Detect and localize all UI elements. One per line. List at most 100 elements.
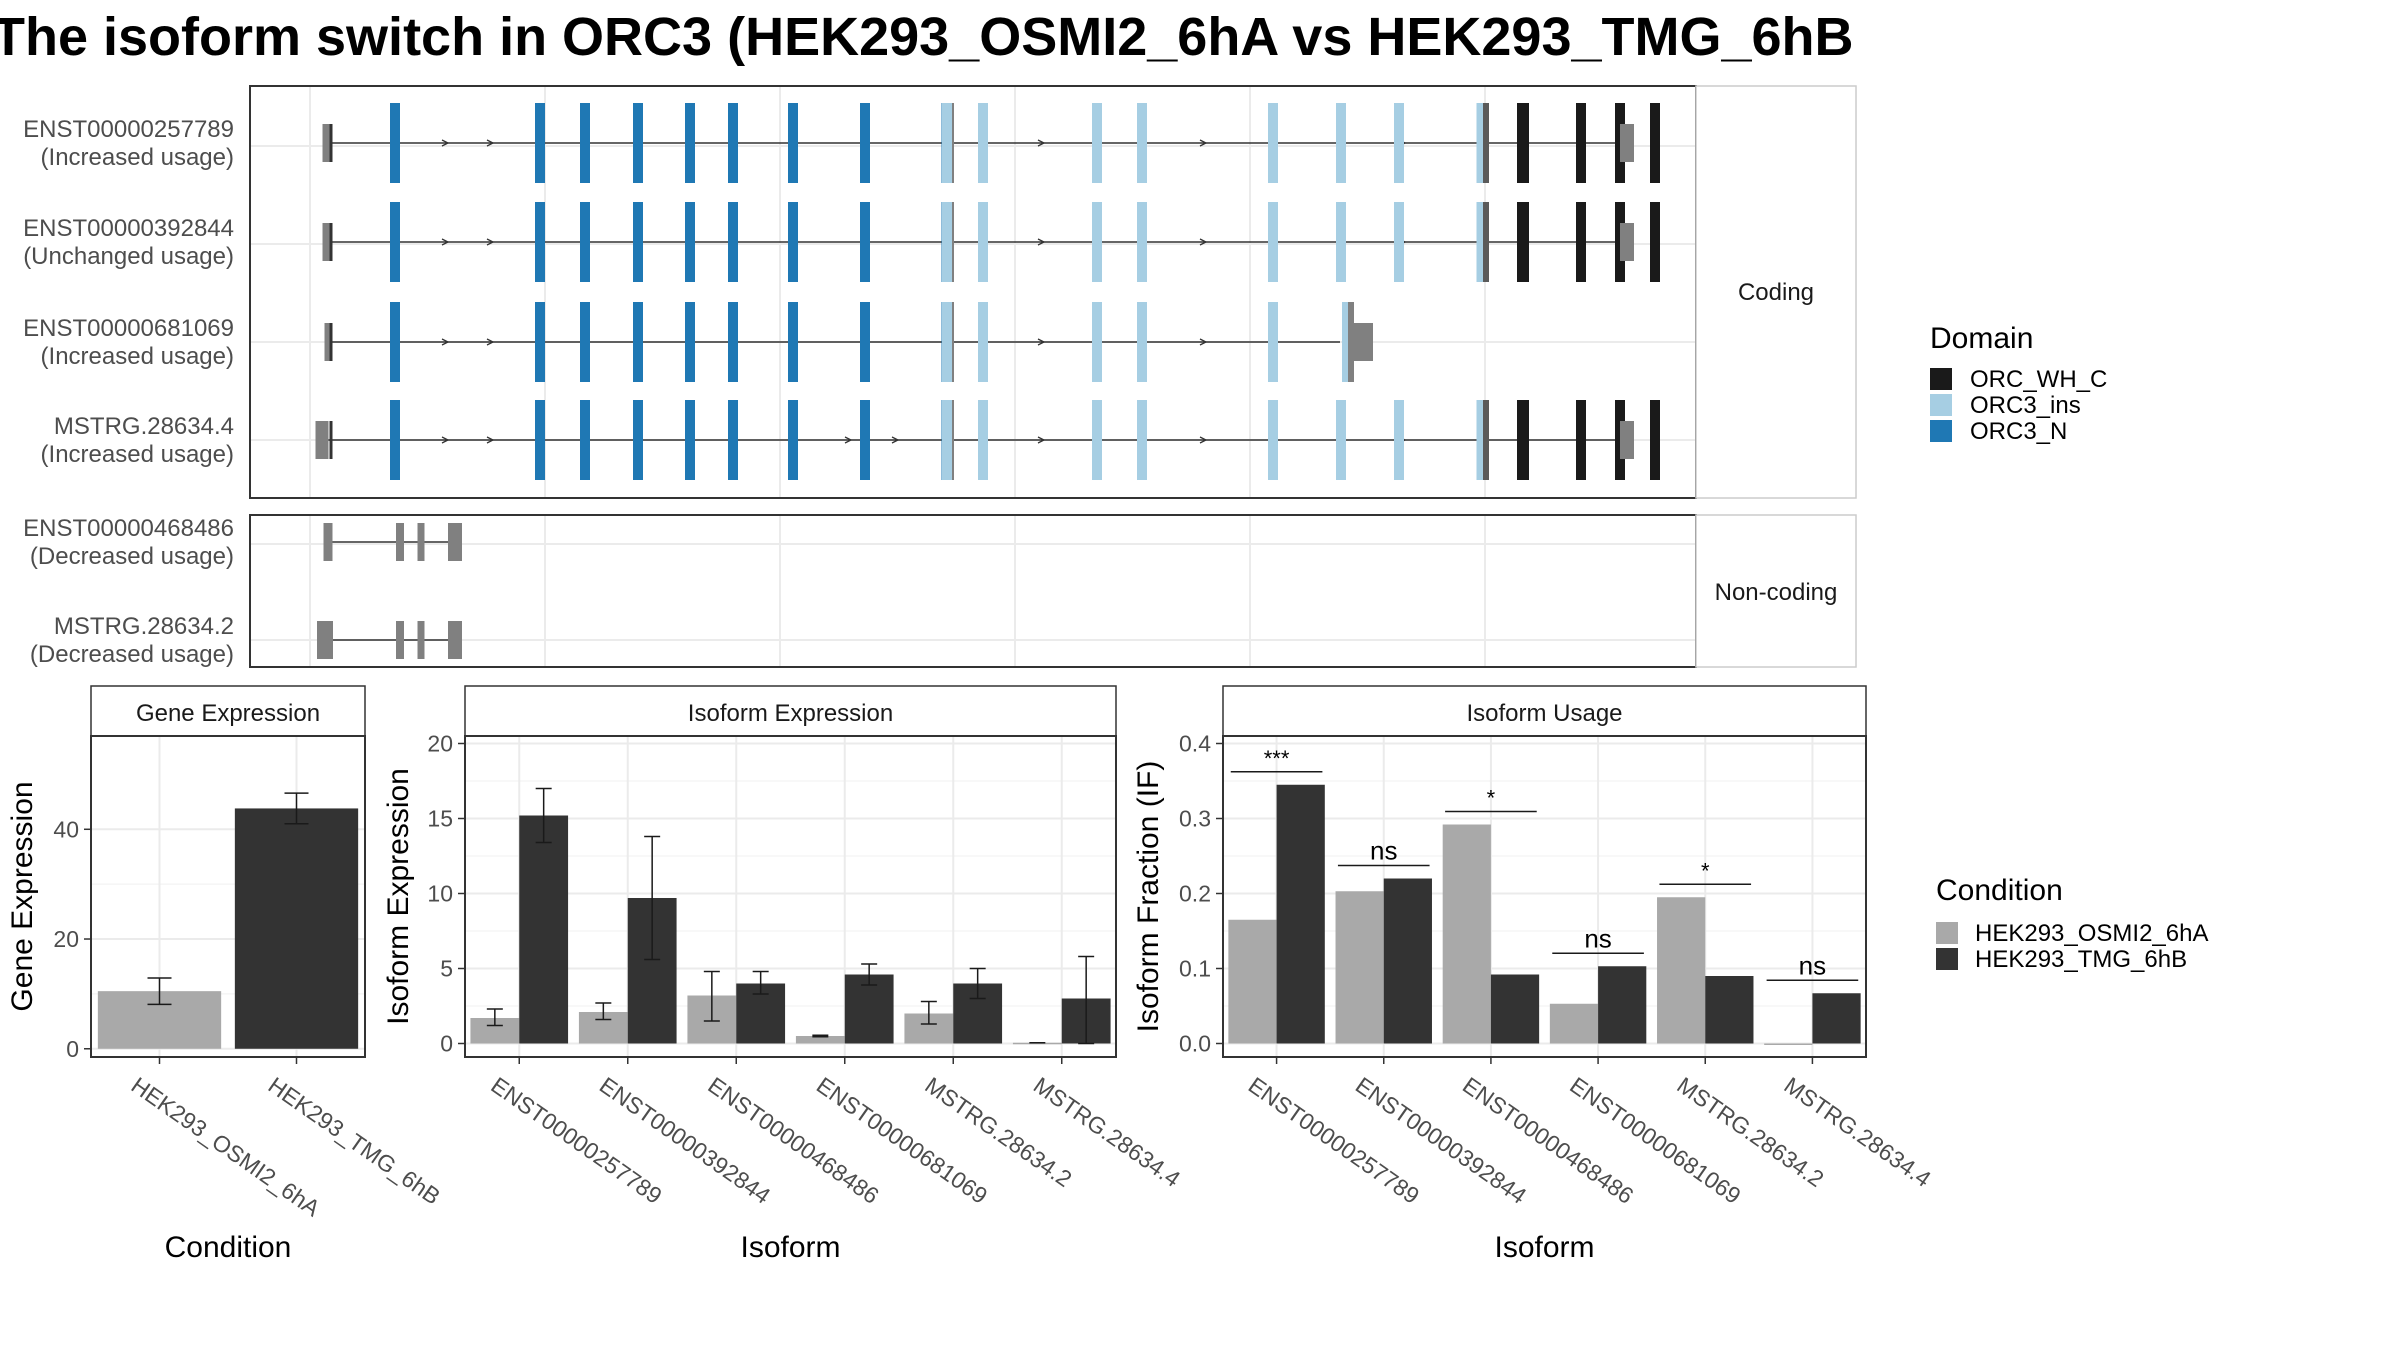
transcript-id-label: ENST00000257789: [23, 116, 234, 143]
bar: [1764, 1043, 1813, 1045]
bar: [234, 808, 359, 1049]
x-axis-title: Condition: [165, 1231, 292, 1264]
domain-exon-orc3-n: [860, 202, 870, 282]
bar: [1335, 891, 1384, 1044]
mixed-exon: [1483, 103, 1489, 183]
domain-exon-orc3-ins: [1137, 103, 1147, 183]
utr-exon: [329, 323, 333, 361]
domain-exon-orc3-ins: [942, 400, 952, 480]
domain-exon-orc3-ins: [1394, 400, 1404, 480]
domain-exon-orc-wh-c: [1576, 202, 1586, 282]
domain-exon-orc3-n: [685, 302, 695, 382]
domain-exon-orc-wh-c: [1517, 400, 1529, 480]
domain-exon-orc3-n: [580, 400, 590, 480]
facet-strip-label: Isoform Usage: [1466, 700, 1622, 727]
domain-exon-orc3-ins: [1268, 202, 1278, 282]
x-axis-title: Isoform: [1494, 1231, 1594, 1264]
y-tick-label: 10: [427, 881, 453, 907]
transcript-usage-label: (Unchanged usage): [23, 243, 234, 270]
domain-exon-orc3-n: [633, 103, 643, 183]
isoform-expression-chart: Isoform Expression05101520ENST0000025778…: [382, 685, 1185, 1264]
y-tick-label: 0.2: [1179, 881, 1211, 907]
domain-exon-orc-wh-c: [1576, 103, 1586, 183]
y-tick-label: 0: [66, 1036, 79, 1062]
domain-exon-orc3-n: [633, 400, 643, 480]
noncoding-exon: [417, 523, 425, 561]
domain-exon-orc3-n: [685, 400, 695, 480]
y-axis-title: Isoform Fraction (IF): [1132, 761, 1165, 1033]
y-tick-label: 0.0: [1179, 1031, 1211, 1057]
y-tick-label: 0.4: [1179, 731, 1211, 757]
transcript-usage-label: (Increased usage): [41, 343, 234, 370]
y-tick-label: 0.1: [1179, 956, 1211, 982]
domain-exon-orc3-ins: [1394, 202, 1404, 282]
domain-exon-orc3-n: [728, 400, 738, 480]
domain-exon-orc3-ins: [1336, 400, 1346, 480]
domain-exon-orc3-n: [580, 103, 590, 183]
bar: [1657, 897, 1706, 1044]
panel-border: [464, 735, 1117, 1058]
domain-exon-orc3-ins: [942, 202, 952, 282]
domain-exon-orc3-ins: [978, 400, 988, 480]
y-axis-title: Isoform Expression: [382, 768, 415, 1025]
domain-exon-orc3-ins: [1268, 400, 1278, 480]
domain-exon-orc3-ins: [1476, 202, 1484, 282]
transcript-usage-label: (Increased usage): [41, 144, 234, 171]
domain-exon-orc3-n: [788, 302, 798, 382]
y-tick-label: 0.3: [1179, 806, 1211, 832]
intron-arrow: [441, 436, 450, 444]
legend-swatch: [1936, 948, 1958, 970]
noncoding-strip: [1695, 514, 1857, 668]
noncoding-exon: [323, 523, 333, 561]
bar: [1812, 993, 1861, 1044]
intron-arrow: [486, 238, 495, 246]
bar: [1490, 974, 1540, 1044]
facet-strip-label: Gene Expression: [136, 700, 320, 727]
transcript-id-label: ENST00000681069: [23, 315, 234, 342]
bar: [1705, 976, 1754, 1044]
x-tick-label: ENST00000392844: [1351, 1072, 1532, 1209]
isoform-usage-chart: Isoform Usage *** ns * ns * ns 0.0 0.1 0.2 0.3 0.4 E…: [1132, 685, 1936, 1264]
noncoding-exon: [417, 621, 425, 659]
significance-label: *: [1701, 858, 1710, 883]
domain-exon-orc3-n: [390, 103, 400, 183]
x-axis-title: Isoform: [740, 1231, 840, 1264]
facet-strip: [90, 685, 366, 737]
x-tick-label: ENST00000257789: [1244, 1072, 1424, 1209]
legend-swatch: [1930, 368, 1952, 390]
domain-exon-orc3-ins: [1336, 103, 1346, 183]
transcript-track: [322, 103, 1660, 183]
noncoding-exon: [396, 621, 404, 659]
intron-arrow: [1199, 238, 1208, 246]
domain-exon-orc3-ins: [1394, 103, 1404, 183]
intron-arrow: [486, 139, 495, 147]
domain-exon-orc3-n: [860, 103, 870, 183]
bar: [844, 974, 894, 1044]
transcript-usage-label: (Increased usage): [41, 441, 234, 468]
significance-label: *: [1487, 786, 1496, 811]
mixed-exon: [1483, 202, 1489, 282]
transcript-id-label: ENST00000392844: [23, 215, 234, 242]
domain-exon-orc-wh-c: [1517, 103, 1529, 183]
facet-strip-label: Isoform Expression: [688, 700, 893, 727]
noncoding-exon: [396, 523, 404, 561]
domain-exon-orc3-n: [390, 202, 400, 282]
x-tick-label: ENST00000468486: [1458, 1072, 1638, 1209]
intron-arrow: [1037, 139, 1046, 147]
coding-strip-label: Coding: [1738, 279, 1814, 306]
panel-border: [90, 735, 366, 1058]
domain-exon-orc3-n: [788, 400, 798, 480]
noncoding-exon: [448, 621, 462, 659]
utr-exon: [324, 323, 332, 361]
legend-label: ORC3_N: [1970, 418, 2067, 445]
domain-exon-orc3-ins: [942, 103, 952, 183]
structure-panel: Coding Non-coding ENST00000257789(Increa…: [23, 85, 1857, 668]
bar: [1598, 966, 1647, 1044]
domain-exon-orc3-n: [535, 302, 545, 382]
coding-panel-bg: [250, 86, 1696, 498]
transcript-labels: ENST00000257789(Increased usage)ENST0000…: [23, 116, 234, 668]
domain-exon-orc3-ins: [978, 202, 988, 282]
domain-exon-orc3-ins: [978, 103, 988, 183]
legend-label: HEK293_TMG_6hB: [1975, 946, 2187, 973]
